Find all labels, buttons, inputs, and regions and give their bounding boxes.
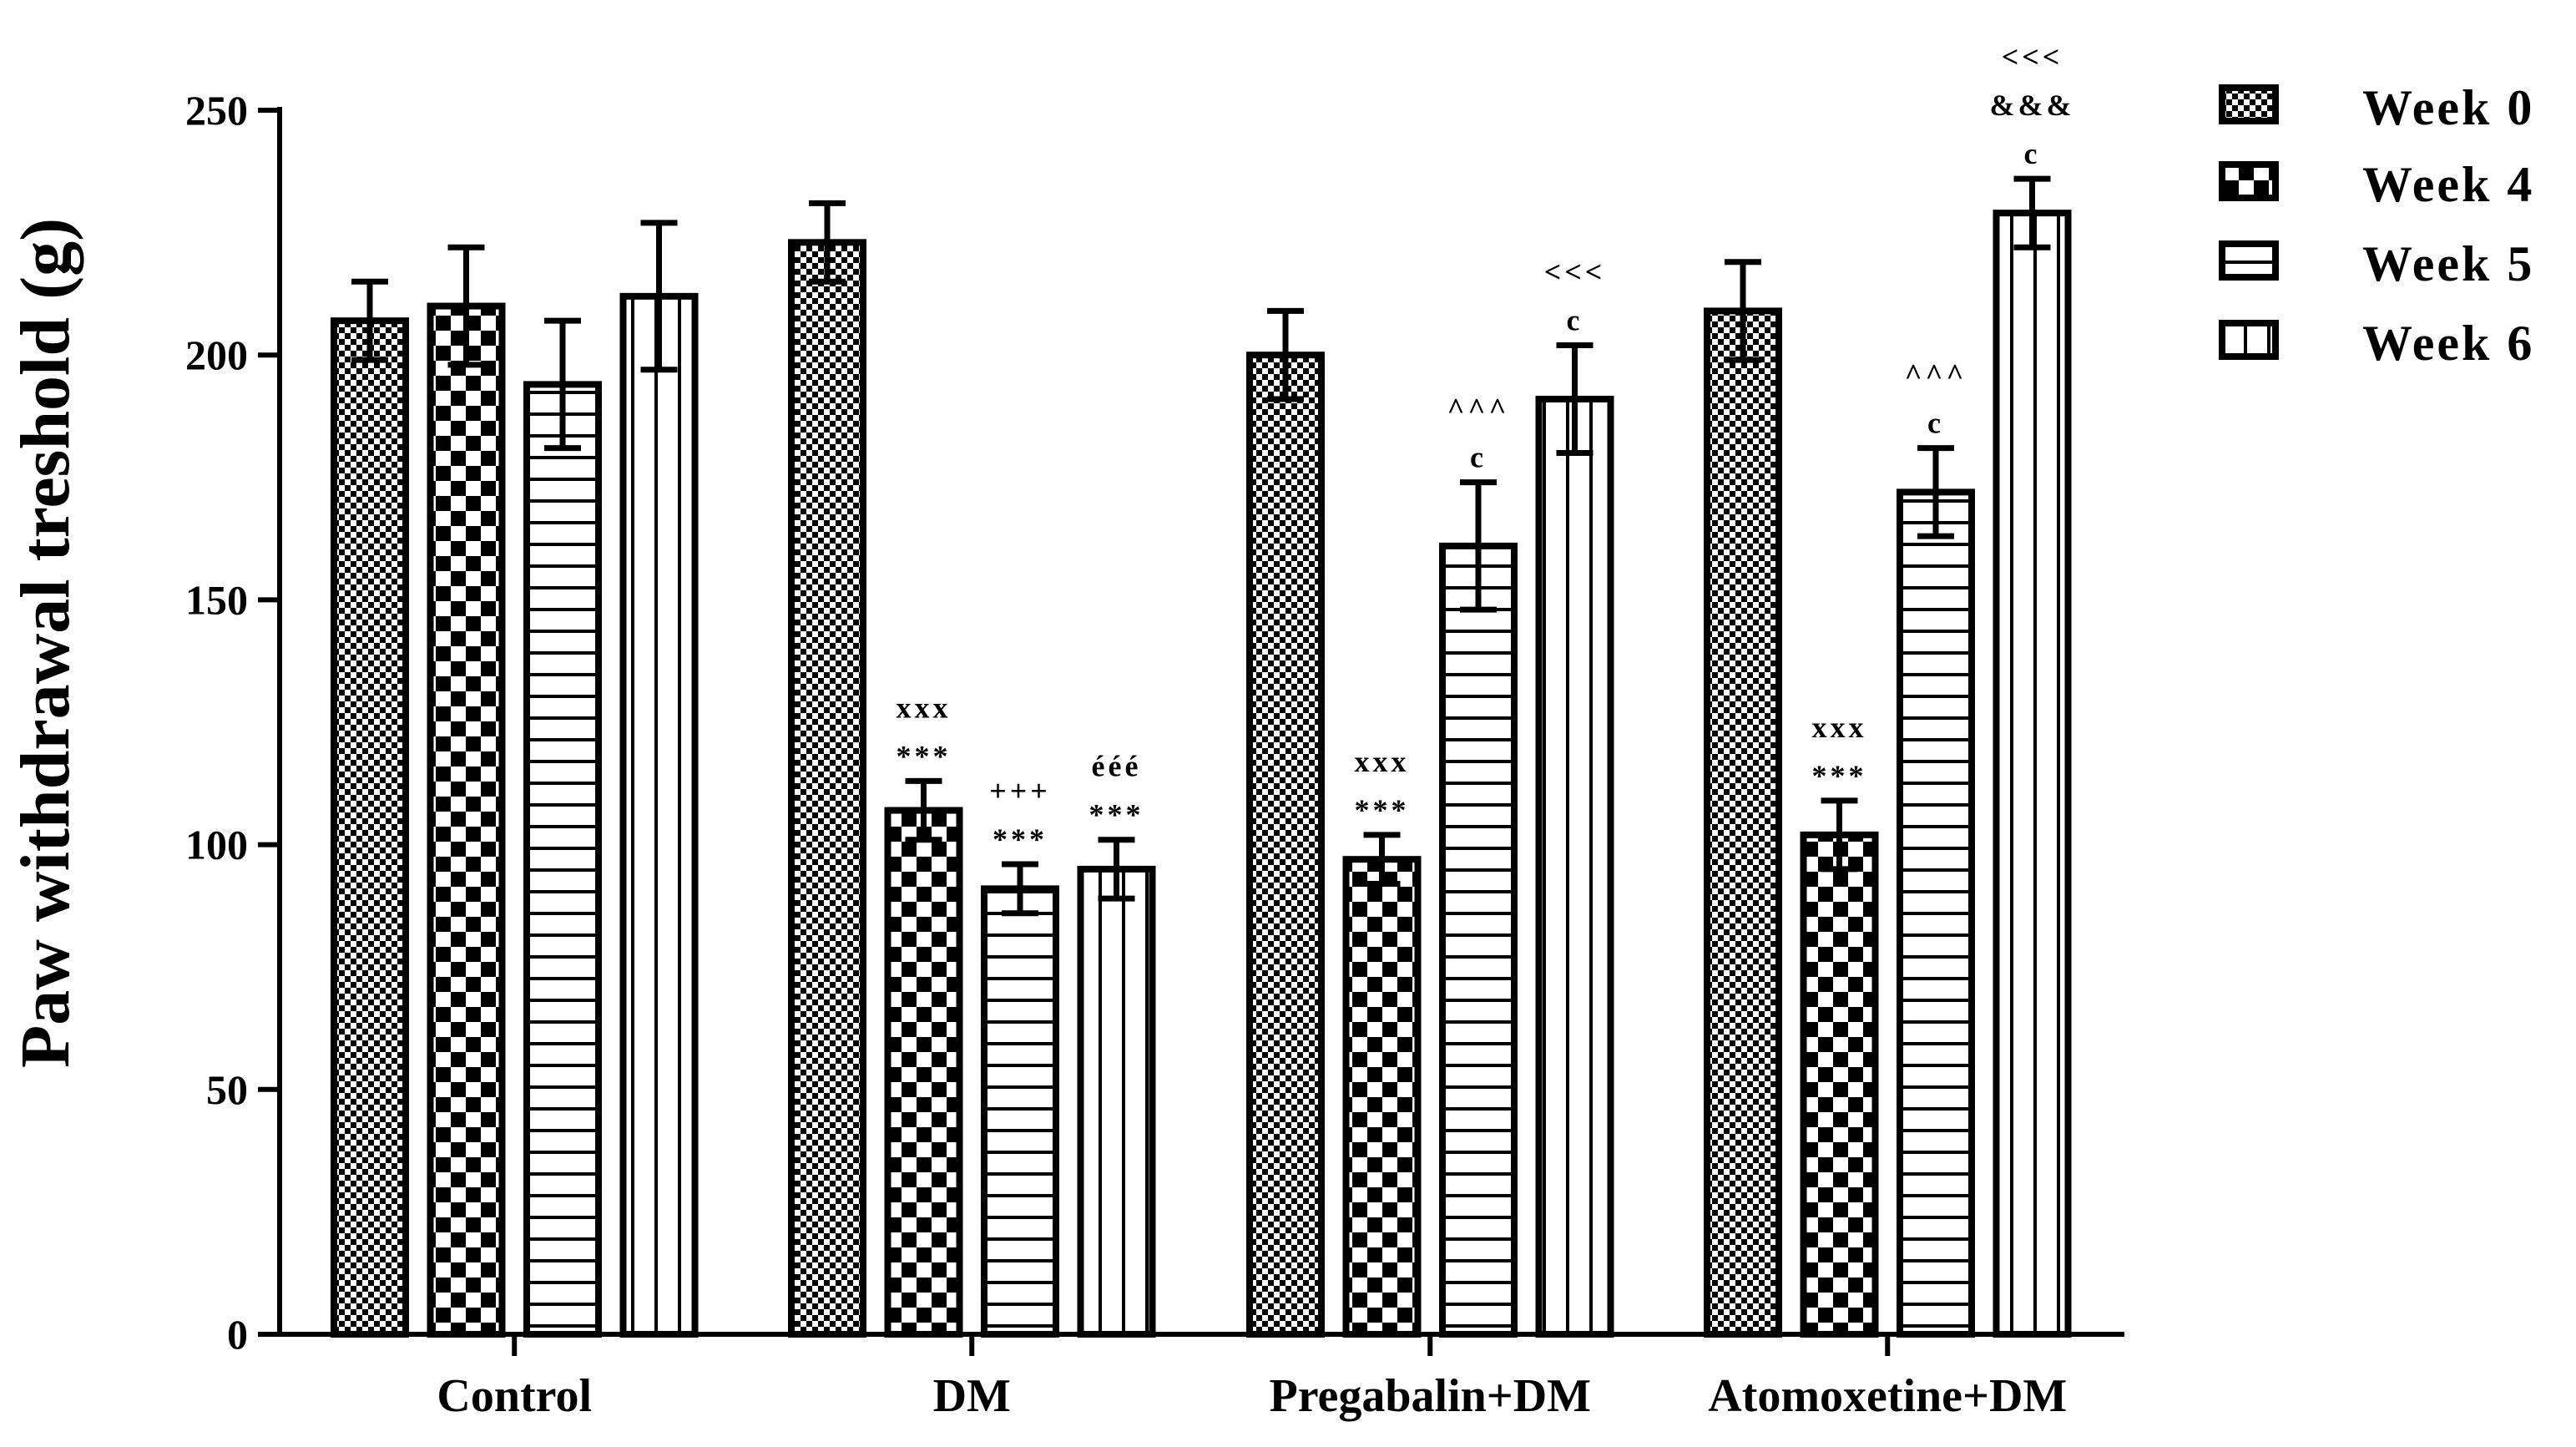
x-axis: Control DM Pregabalin+DM Atomoxetine+DM [277,1332,2124,1422]
x-category-label: Pregabalin+DM [1269,1370,1591,1422]
bar [1993,210,2072,1338]
bar [1077,865,1156,1338]
bar [619,292,699,1338]
legend-swatch [2219,320,2279,360]
significance-annotation: c [1470,441,1487,474]
bar [1897,488,1975,1338]
y-axis: 0 50 100 150 200 250 [185,87,282,1358]
legend-label: Week 5 [2362,236,2534,291]
bar [1246,352,1325,1338]
y-tick-label: 150 [185,576,248,623]
significance-annotation: xxx [897,691,952,724]
significance-annotation: ^^^ [1905,358,1967,392]
y-axis-title: Paw withdrawal treshold (g) [7,218,84,1068]
significance-annotation: *** [993,822,1048,856]
x-category-label: DM [933,1370,1011,1422]
significance-annotation: *** [1355,793,1410,827]
bar [1704,307,1782,1338]
significance-annotation: c [2024,137,2041,170]
bar-series-group [331,175,2072,1338]
bar [1800,831,1879,1338]
y-tick-label: 0 [227,1311,248,1358]
legend-swatch [2219,240,2279,281]
legend: Week 0 Week 4 Week 5 Week 6 [2219,80,2534,371]
y-tick-label: 50 [206,1066,248,1113]
significance-annotation: <<< [2002,40,2063,73]
significance-annotation: ééé [1092,750,1142,783]
significance-annotation: xxx [1355,745,1410,778]
legend-swatch [2219,84,2279,124]
significance-annotation: xxx [1812,711,1867,744]
bar [788,239,866,1338]
bar [884,807,963,1338]
legend-label: Week 6 [2362,316,2534,371]
y-tick-label: 200 [185,331,248,378]
bar [1439,542,1518,1338]
significance-annotation: ^^^ [1447,392,1510,426]
bar [523,381,602,1338]
significance-annotation: *** [1812,759,1867,792]
legend-label: Week 4 [2362,157,2534,212]
y-tick-label: 100 [185,822,248,868]
x-category-label: Control [437,1370,592,1422]
significance-annotation: &&& [1990,89,2075,122]
significance-annotation: *** [897,739,952,772]
significance-annotation: c [1567,303,1583,336]
significance-annotation: *** [1089,798,1144,832]
significance-annotation: c [1927,407,1944,440]
bar [1342,856,1422,1338]
bar [331,317,409,1338]
significance-annotation: <<< [1544,255,1606,288]
significance-annotations: xxx *** +++ *** ééé *** xxx *** ^^^ c <<< c xxx *** ^^… [897,40,2075,856]
significance-annotation: +++ [989,774,1051,807]
bar [981,885,1059,1338]
bar [427,302,506,1338]
bar [1535,395,1614,1338]
legend-swatch [2219,161,2279,201]
x-category-label: Atomoxetine+DM [1708,1370,2067,1422]
legend-label: Week 0 [2362,80,2534,135]
y-tick-label: 250 [185,87,248,134]
